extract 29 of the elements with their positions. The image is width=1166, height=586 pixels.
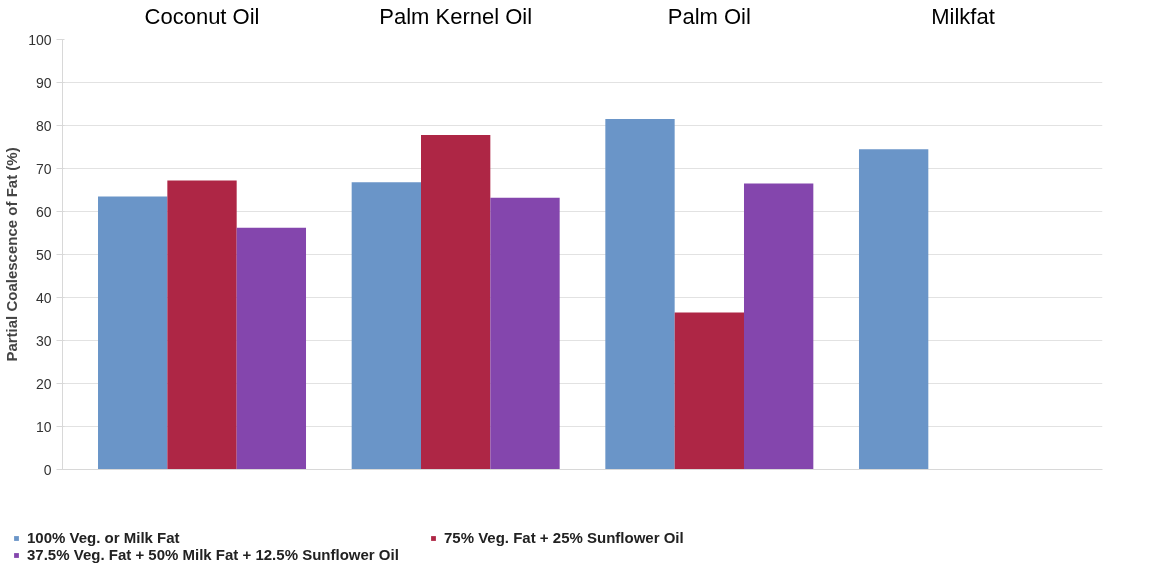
bar [98, 196, 168, 470]
bar [744, 183, 814, 470]
bar [167, 180, 237, 470]
y-tick-label: 30 [35, 332, 52, 349]
x-tick-label: Palm Kernel Oil [379, 3, 533, 29]
y-tick-label: 70 [35, 160, 52, 177]
x-tick-label: Milkfat [931, 3, 995, 29]
legend-label: 75% Veg. Fat + 25% Sunflower Oil [444, 529, 685, 546]
y-tick-label: 60 [35, 203, 52, 220]
y-tick-label: 0 [43, 461, 52, 478]
bar [236, 227, 307, 470]
bar [605, 119, 675, 470]
y-tick-label: 80 [35, 117, 52, 134]
legend-label: 100% Veg. or Milk Fat [27, 529, 181, 546]
x-tick-label: Coconut Oil [144, 3, 260, 29]
x-tick-label: Palm Oil [667, 3, 751, 29]
bar [421, 134, 491, 470]
bar [858, 149, 929, 470]
y-tick-label: 50 [35, 246, 52, 263]
y-tick-label: 10 [35, 418, 52, 435]
y-tick-label: 100 [28, 31, 52, 48]
y-tick-label: 20 [35, 375, 52, 392]
y-tick-label: 90 [35, 74, 52, 91]
y-tick-label: 40 [35, 289, 52, 306]
y-axis-title: Partial Coalescence of Fat (%) [3, 147, 21, 362]
bar [490, 197, 560, 470]
legend-label: 37.5% Veg. Fat + 50% Milk Fat + 12.5% Sunflower Oil [27, 546, 400, 563]
bar [351, 182, 421, 470]
bar [674, 312, 744, 470]
